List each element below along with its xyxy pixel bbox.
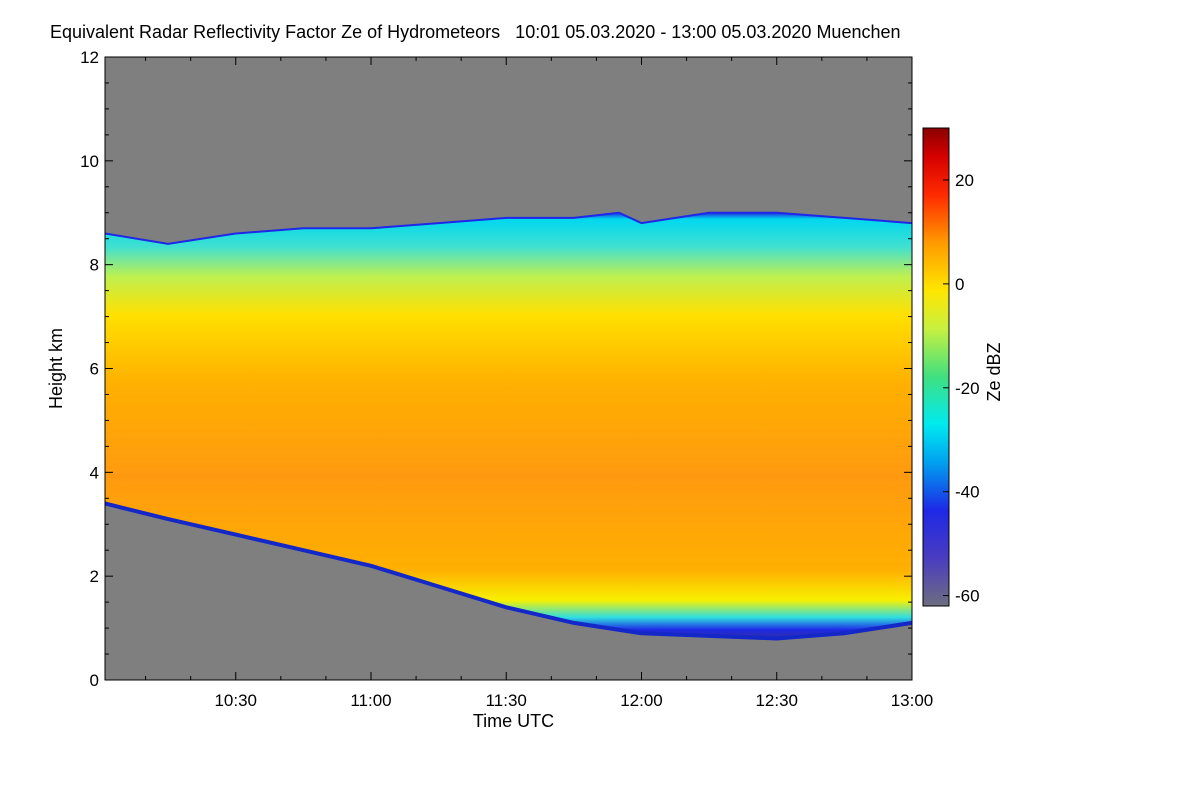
y-tick-label: 4: [90, 463, 99, 482]
colorbar-tick-label: -60: [955, 587, 980, 606]
x-tick-label: 13:00: [891, 691, 934, 710]
y-tick-label: 0: [90, 671, 99, 690]
colorbar-tick-label: -40: [955, 483, 980, 502]
colorbar-tick-label: 20: [955, 171, 974, 190]
y-tick-label: 6: [90, 360, 99, 379]
chart-title: Equivalent Radar Reflectivity Factor Ze …: [50, 22, 901, 42]
x-tick-label: 10:30: [214, 691, 257, 710]
x-tick-label: 12:00: [620, 691, 663, 710]
y-axis-title: Height km: [46, 328, 66, 409]
x-axis-title: Time UTC: [473, 711, 554, 731]
y-tick-label: 2: [90, 567, 99, 586]
y-tick-label: 12: [80, 48, 99, 67]
colorbar-tick-label: 0: [955, 275, 964, 294]
colorbar-label: Ze dBZ: [984, 342, 1004, 401]
x-tick-label: 11:30: [486, 691, 527, 710]
cloud-base-edge: [105, 501, 912, 641]
colorbar: [922, 127, 950, 607]
cloud-reflectivity-region: [105, 212, 912, 639]
x-tick-label: 12:30: [755, 691, 798, 710]
x-tick-label: 11:00: [350, 691, 391, 710]
y-tick-label: 10: [80, 152, 99, 171]
y-tick-label: 8: [90, 256, 99, 275]
colorbar-tick-label: -20: [955, 379, 980, 398]
cloud-top-edge: [105, 211, 912, 245]
